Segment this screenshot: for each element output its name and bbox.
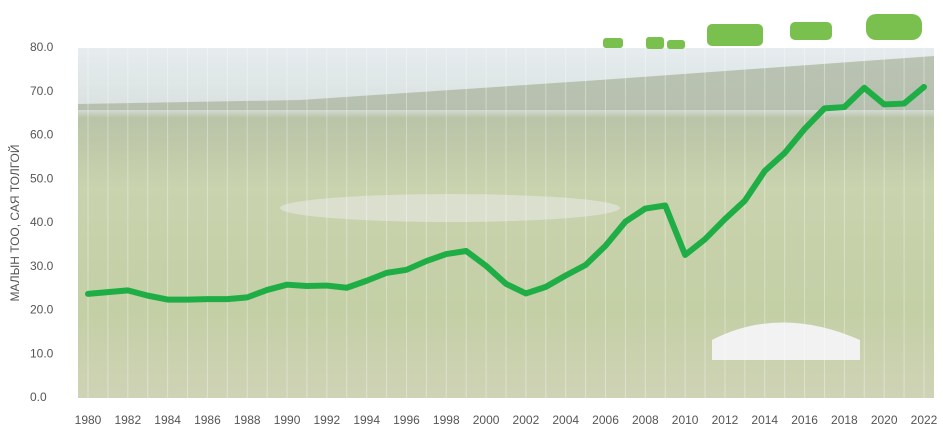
x-tick-label: 2012 (712, 413, 739, 427)
y-tick-label: 0.0 (30, 390, 47, 404)
animal-icons (603, 14, 922, 49)
y-axis-label: МАЛЫН ТОО, САЯ ТОЛГОЙ (7, 145, 22, 302)
x-tick-label: 1990 (274, 413, 301, 427)
y-tick-label: 40.0 (30, 215, 54, 229)
x-tick-label: 2008 (632, 413, 659, 427)
y-tick-label: 20.0 (30, 303, 54, 317)
chart: МАЛЫН ТОО, САЯ ТОЛГОЙ 0.0 10.0 20.0 30.0 40.… (0, 0, 943, 431)
x-tick-label: 2004 (552, 413, 579, 427)
x-tick-label: 2000 (473, 413, 500, 427)
x-tick-label: 1992 (314, 413, 341, 427)
x-tick-label: 2006 (592, 413, 619, 427)
x-tick-label: 1988 (234, 413, 261, 427)
y-tick-label: 30.0 (30, 259, 54, 273)
x-tick-label: 1994 (353, 413, 380, 427)
x-tick-label: 2014 (751, 413, 778, 427)
x-tick-label: 2010 (672, 413, 699, 427)
x-tick-label: 1982 (114, 413, 141, 427)
x-tick-label: 1980 (75, 413, 102, 427)
y-tick-label: 10.0 (30, 346, 54, 360)
y-tick-label: 50.0 (30, 171, 54, 185)
x-tick-label: 2002 (513, 413, 540, 427)
y-tick-label: 70.0 (30, 84, 54, 98)
x-tick-label: 2022 (911, 413, 938, 427)
x-tick-label: 2016 (791, 413, 818, 427)
x-tick-label: 1996 (393, 413, 420, 427)
herd (280, 194, 620, 222)
x-tick-label: 1998 (433, 413, 460, 427)
x-tick-label: 2020 (871, 413, 898, 427)
y-tick-label: 60.0 (30, 128, 54, 142)
y-tick-label: 80.0 (30, 40, 54, 54)
x-tick-label: 2018 (831, 413, 858, 427)
x-tick-label: 1986 (194, 413, 221, 427)
x-tick-label: 1984 (154, 413, 181, 427)
